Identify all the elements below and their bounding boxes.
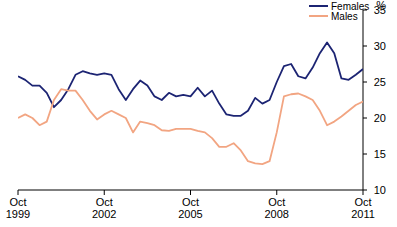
legend: FemalesMales <box>309 1 369 22</box>
y-axis-label: % <box>376 0 386 11</box>
x-tick <box>104 190 105 195</box>
x-tick-label: Oct2005 <box>178 196 202 220</box>
legend-swatch <box>309 15 328 17</box>
series-line <box>18 89 363 164</box>
y-tick <box>363 154 367 155</box>
y-tick-label: 20 <box>374 112 386 124</box>
y-tick-label: 10 <box>374 184 386 196</box>
x-tick-label: Oct2011 <box>351 196 375 220</box>
y-tick-label: 30 <box>374 40 386 52</box>
x-tick-label-line: Oct <box>96 196 113 208</box>
x-tick-label-line: Oct <box>268 196 285 208</box>
x-tick-label-line: 2002 <box>92 208 116 220</box>
y-tick <box>363 118 367 119</box>
x-tick-label-line: Oct <box>354 196 371 208</box>
x-tick <box>190 190 191 195</box>
legend-swatch <box>309 5 328 7</box>
x-tick <box>363 190 364 195</box>
x-tick-label-line: 2011 <box>351 208 375 220</box>
x-tick-label: Oct2008 <box>265 196 289 220</box>
y-tick <box>363 190 367 191</box>
y-tick-label: 15 <box>374 148 386 160</box>
x-tick <box>276 190 277 195</box>
legend-label: Males <box>331 11 358 22</box>
x-tick-label: Oct2002 <box>92 196 116 220</box>
chart: 101520253035%Oct1999Oct2002Oct2005Oct200… <box>0 0 397 227</box>
x-tick-label-line: Oct <box>9 196 26 208</box>
x-tick-label-line: 2005 <box>178 208 202 220</box>
x-tick-label-line: 1999 <box>6 208 30 220</box>
x-tick <box>18 190 19 195</box>
y-tick <box>363 82 367 83</box>
x-tick-label-line: 2008 <box>265 208 289 220</box>
y-tick <box>363 46 367 47</box>
series-line <box>18 42 363 115</box>
x-tick-label-line: Oct <box>182 196 199 208</box>
y-tick-label: 25 <box>374 76 386 88</box>
x-tick-label: Oct1999 <box>6 196 30 220</box>
y-axis <box>363 10 364 190</box>
plot-area <box>18 42 363 164</box>
